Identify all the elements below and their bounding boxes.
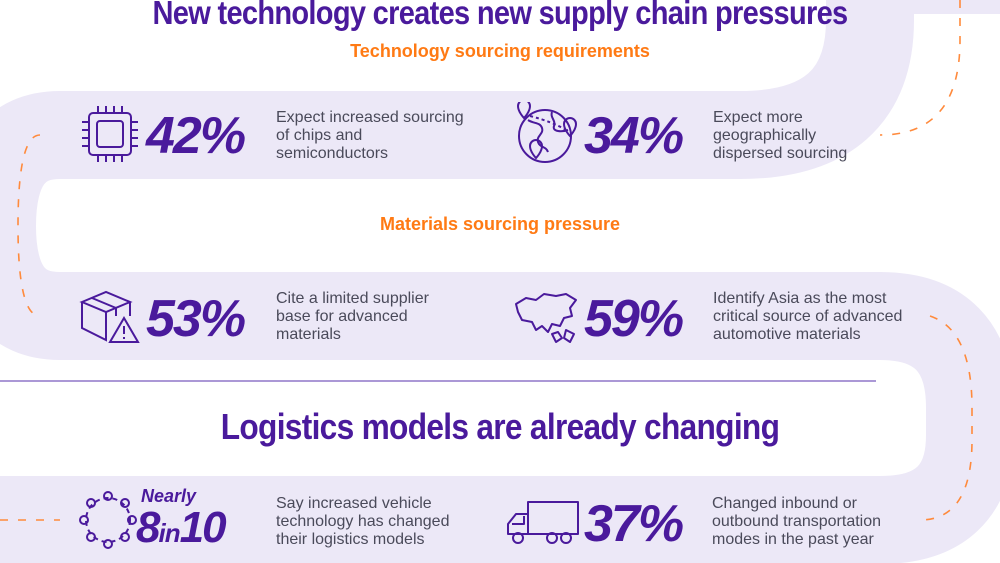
section-title-supply-chain: New technology creates new supply chain … (152, 0, 849, 31)
stat-value-dispersed: 34% (584, 107, 684, 165)
stat-value-transport: 37% (584, 495, 684, 553)
subtitle-technology-sourcing: Technology sourcing requirements (350, 41, 650, 61)
stat-value-supplier: 53% (146, 290, 246, 348)
globe-pins-icon (516, 102, 578, 163)
stat-value-in: in (158, 518, 180, 548)
stat-value-ten: 10 (179, 503, 227, 552)
subtitle-materials-sourcing: Materials sourcing pressure (379, 214, 621, 234)
stat-text-asia: Identify Asia as the most critical sourc… (713, 290, 903, 343)
chip-icon (82, 106, 138, 162)
people-circle-icon (79, 491, 137, 549)
section-title-logistics: Logistics models are already changing (220, 406, 780, 447)
stat-value-eight-in-ten: 8in10 (136, 503, 227, 552)
stat-value-chips: 42% (146, 107, 246, 165)
stat-prefix-nearly: Nearly (141, 486, 197, 506)
box-warning-icon (79, 290, 140, 343)
stat-text-logistics: Say increased vehicle technology has cha… (276, 495, 450, 548)
stat-text-dispersed: Expect more geographically dispersed sou… (713, 109, 848, 162)
truck-icon (507, 501, 579, 544)
asia-map-icon (515, 293, 577, 343)
stat-value-eight: 8 (136, 503, 161, 552)
stat-value-asia: 59% (584, 290, 684, 348)
stat-text-chips: Expect increased sourcing of chips and s… (276, 109, 464, 162)
stat-text-transport: Changed inbound or outbound transportati… (712, 495, 882, 548)
stat-text-supplier: Cite a limited supplier base for advance… (276, 290, 429, 343)
